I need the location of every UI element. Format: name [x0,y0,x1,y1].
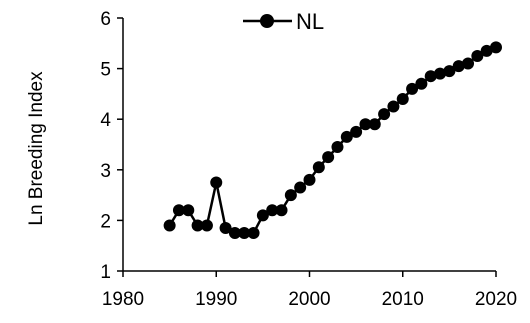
y-tick-label: 4 [100,110,111,131]
y-tick-label: 6 [100,9,111,30]
data-point [415,78,427,90]
data-point [304,174,316,186]
legend: NL [243,9,324,34]
data-point [182,204,194,216]
data-point [331,141,343,153]
data-point [294,182,306,194]
axes: 1 2 3 4 5 6 1980 1990 2000 2010 2020 [100,9,517,310]
data-point [322,151,334,163]
legend-label: NL [296,9,324,34]
series-layer [164,41,502,239]
data-point [369,118,381,130]
data-point [387,101,399,113]
x-tick-label: 1980 [102,289,144,310]
data-point [285,189,297,201]
data-point [201,219,213,231]
x-tick-label: 1990 [195,289,237,310]
y-tick-label: 1 [100,262,111,283]
y-axis-title: Ln Breeding Index [26,71,47,226]
data-point [210,176,222,188]
data-point [164,219,176,231]
x-tick-label: 2020 [475,289,517,310]
y-tick-label: 5 [100,60,111,81]
x-tick-label: 2010 [382,289,424,310]
y-tick-label: 3 [100,161,111,182]
legend-marker [260,14,274,28]
data-point [313,161,325,173]
y-tick-label: 2 [100,211,111,232]
x-tick-label: 2000 [288,289,330,310]
data-point [490,41,502,53]
data-point [276,204,288,216]
data-point [397,93,409,105]
data-point [350,126,362,138]
data-point [462,58,474,70]
data-point [378,108,390,120]
data-point [248,227,260,239]
